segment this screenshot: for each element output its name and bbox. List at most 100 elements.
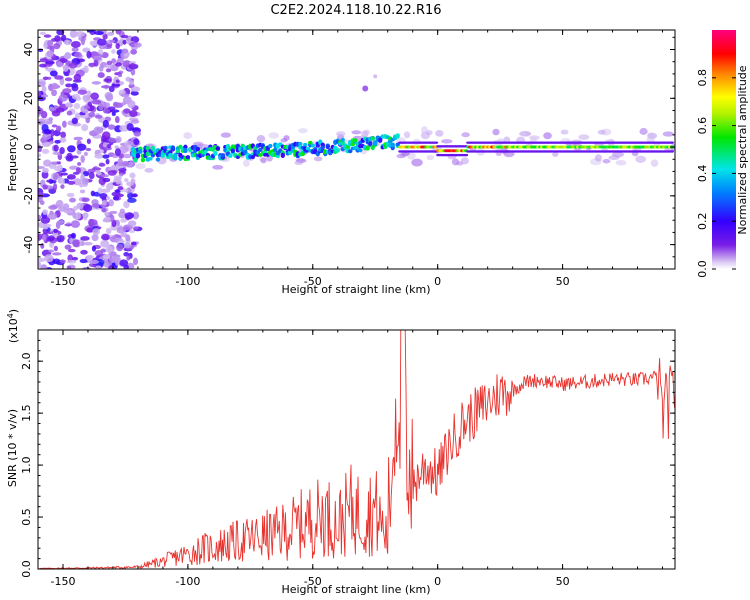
spectrogram-band-cell	[345, 144, 350, 149]
spectrogram-noise-cell	[100, 239, 110, 248]
y-tick-label: -40	[22, 236, 35, 254]
spectrogram-band-cell	[215, 146, 221, 151]
spectrogram-noise-cell	[88, 111, 96, 118]
spectrogram-noise-cell	[44, 254, 54, 263]
spectrogram-noise-cell	[73, 178, 82, 186]
spectrogram-noise-cell	[41, 123, 49, 132]
spectrogram-noise-cell	[72, 239, 80, 248]
spectrogram-band-cell	[308, 140, 313, 145]
spectrogram-noise-cell	[60, 178, 65, 185]
spectrogram-noise-cell	[108, 199, 114, 207]
spectrogram-band-cell	[133, 157, 138, 163]
spectrogram-noise-cell	[54, 139, 61, 144]
spectrogram-noise-cell	[77, 161, 82, 166]
spectrogram-noise-cell	[101, 207, 107, 213]
spectrogram-noise-cell	[97, 187, 103, 194]
spectrogram-data	[38, 30, 675, 269]
x-tick-label: -150	[50, 575, 75, 588]
spectrogram-noise-cell	[42, 167, 49, 173]
spectrogram-noise-cell	[102, 131, 111, 140]
spectrogram-noise-cell	[127, 220, 137, 227]
spectrogram-halo-cell	[124, 140, 133, 147]
spectrogram-noise-cell	[59, 57, 68, 64]
x-tick-label: 0	[434, 275, 441, 288]
colorbar-tick-label: 0.8	[696, 69, 709, 87]
x-tick-label: -50	[304, 575, 322, 588]
colorbar-tick-label: 0.0	[696, 260, 709, 278]
spectrogram-noise-cell	[127, 191, 134, 200]
spectrogram-noise-cell	[66, 265, 72, 269]
spectrogram-noise-cell	[114, 115, 120, 124]
spectrogram-halo-cell	[650, 159, 659, 167]
spectrogram-band-cell	[220, 153, 226, 158]
spectrogram-noise-cell	[71, 93, 81, 100]
spectrogram-noise-cell	[103, 102, 111, 108]
spectrogram-noise-cell	[69, 197, 76, 203]
spectrogram-halo-cell	[578, 134, 590, 140]
spectrogram-noise-cell	[130, 91, 139, 96]
spectrogram-noise-cell	[79, 189, 86, 194]
spectrogram-noise-cell	[105, 183, 114, 191]
spectrogram-noise-cell	[54, 35, 61, 42]
spectrogram-band-cell	[135, 153, 141, 159]
spectrogram-band-cell	[268, 143, 273, 149]
spectrogram-halo-cell	[518, 131, 527, 137]
spectrogram-noise-cell	[39, 200, 45, 206]
spectrogram-band-cell	[348, 149, 353, 154]
snr-x-label: Height of straight line (km)	[281, 583, 430, 596]
spectrogram-noise-cell	[56, 234, 65, 243]
spectrogram-noise-cell	[109, 39, 116, 43]
spectrogram-band-cell	[163, 145, 168, 150]
spectrogram-noise-cell	[101, 174, 109, 178]
spectrogram-noise-cell	[49, 70, 58, 77]
spectrogram-band-cell	[310, 143, 315, 148]
spectrogram-noise-cell	[65, 102, 73, 108]
spectrogram-noise-cell	[115, 136, 122, 144]
spectrogram-noise-cell	[85, 147, 92, 152]
spectrogram-noise-cell	[64, 53, 71, 60]
spectrogram-noise-cell	[51, 89, 57, 97]
spectrogram-noise-cell	[81, 123, 89, 132]
spectrogram-noise-cell	[75, 31, 85, 38]
spectrogram-noise-cell	[40, 94, 49, 98]
spectrogram-halo-cell	[560, 129, 569, 135]
spectrogram-noise-cell	[114, 257, 120, 266]
spectrogram-halo-cell	[283, 135, 290, 141]
spectrogram-noise-cell	[62, 65, 69, 72]
spectrogram-noise-cell	[129, 62, 136, 70]
spectrogram-noise-cell	[95, 265, 102, 269]
spectrogram-halo-cell	[411, 158, 423, 167]
spectrogram-noise-cell	[46, 45, 54, 50]
spectrogram-noise-cell	[42, 234, 47, 242]
spectrogram-noise-cell	[130, 68, 136, 76]
spectrogram-halo-cell	[335, 131, 346, 137]
spectrogram-noise-cell	[68, 62, 78, 69]
spectrogram-noise-cell	[67, 180, 76, 185]
spectrogram-noise-cell	[46, 50, 54, 58]
spectrogram-noise-cell	[40, 264, 48, 269]
spectrogram-noise-cell	[73, 73, 82, 82]
spectrogram-noise-cell	[96, 38, 107, 46]
spectrogram-noise-cell	[131, 86, 141, 92]
spectrogram-noise-cell	[74, 51, 82, 58]
spectrogram-band-edge	[434, 141, 439, 144]
spectrogram-halo-cell	[183, 132, 193, 140]
spectrogram-noise-cell	[39, 31, 46, 36]
spectrogram-noise-cell	[43, 226, 49, 230]
spectrogram-noise-cell	[89, 40, 97, 46]
spectrogram-noise-cell	[45, 60, 55, 65]
spectrogram-halo-cell	[492, 128, 500, 136]
spectrogram-noise-cell	[80, 236, 90, 241]
spectrogram-noise-cell	[125, 234, 131, 242]
spectrogram-band-cell	[315, 143, 320, 148]
spectrogram-noise-cell	[76, 202, 84, 210]
spectrogram-band-cell	[175, 149, 181, 154]
spectrogram-halo-cell	[256, 134, 266, 143]
y-tick-label: 0	[22, 144, 35, 151]
spectrogram-band-cell	[183, 147, 188, 154]
spectrogram-noise-cell	[119, 208, 125, 214]
spectrogram-halo-cell	[403, 131, 411, 139]
spectrogram-noise-cell	[100, 248, 107, 253]
spectrogram-noise-cell	[42, 184, 48, 190]
spectrogram-halo-cell	[441, 139, 453, 144]
